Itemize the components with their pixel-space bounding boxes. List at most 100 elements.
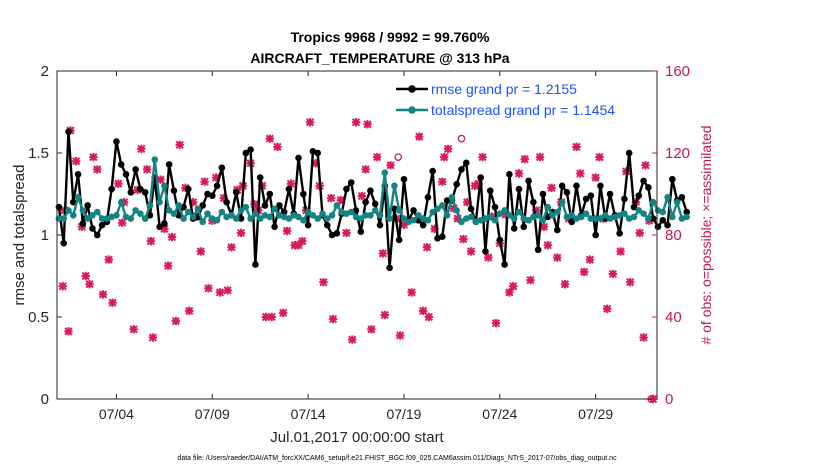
obs-assimilated-marker [265,134,274,143]
obs-assimilated-marker [361,165,370,174]
series-point [137,210,144,217]
obs-assimilated-marker [160,224,169,234]
obs-assimilated-marker [188,198,198,207]
obs-assimilated-marker [89,152,98,162]
series-point [180,215,187,222]
series-point [410,216,417,224]
series-point [410,207,417,214]
series-point [74,193,82,201]
series-point [223,198,230,206]
obs-assimilated-marker [81,271,90,281]
series-point [467,213,475,221]
series-point [357,215,365,222]
obs-assimilated-marker [641,161,650,170]
series-point [228,212,235,219]
obs-assimilated-marker [278,308,288,318]
obs-assimilated-marker [171,316,181,326]
series-point [69,212,77,219]
series-point [93,231,101,239]
series-point [65,207,72,214]
obs-assimilated-marker [98,290,108,299]
x-tick-label: 07/29 [578,406,613,422]
obs-assimilated-marker [378,249,388,258]
series-point [443,197,451,204]
series-point [381,169,389,176]
series-point [530,198,537,206]
obs-assimilated-marker [509,282,518,291]
series-point [673,198,681,206]
obs-assimilated-marker [639,333,648,342]
series-point [554,226,561,234]
obs-assimilated-marker [422,243,432,252]
series-point [247,146,254,154]
series-point [376,212,384,219]
series-point [501,261,508,268]
series-point [645,184,652,191]
series-point [683,208,691,216]
obs-assimilated-marker [227,243,236,252]
series-point [79,207,87,214]
series-point [563,189,571,196]
y-axis-right: 0 40 80 120 160 [665,63,690,408]
obs-assimilated-marker [351,118,361,127]
series-point [165,207,173,214]
series-point [208,192,216,199]
obs-assimilated-marker [407,288,416,297]
series-point [568,218,575,226]
obs-assimilated-marker [294,241,303,250]
series-point [491,216,499,224]
obs-assimilated-marker [185,306,194,316]
obs-assimilated-marker [200,177,209,186]
tick-marks [57,70,657,400]
series-point [510,225,518,232]
series-point [285,215,293,222]
obs-assimilated-marker [142,165,152,174]
obs-assimilated-marker [463,198,472,207]
series-point [621,195,628,203]
series-point [276,202,283,209]
series-point [127,189,135,196]
series-point [185,208,192,216]
series-point [606,190,614,198]
series-point [347,179,355,186]
series-point [132,166,139,173]
obs-assimilated-marker [579,267,589,277]
series-point [443,212,451,219]
series-point [74,171,82,178]
obs-assimilated-marker [137,144,146,154]
y2-tick-label: 80 [665,227,682,244]
obs-possible-marker [394,153,403,162]
obs-assimilated-marker [449,204,459,213]
obs-assimilated-marker [386,161,395,170]
series-point [362,212,369,219]
series-point [386,215,393,222]
series-point [309,212,317,219]
series-point [515,185,523,193]
series-point [592,215,599,222]
obs-assimilated-marker [250,200,259,209]
series-point [424,193,432,201]
y-tick-label: 0 [41,391,49,408]
series-point [419,221,427,229]
series-point [496,210,504,217]
obs-assimilated-marker [424,312,434,322]
series-point [635,192,643,199]
obs-assimilated-marker [58,282,67,291]
y2-tick-label: 40 [665,309,682,326]
series-point [252,210,259,217]
x-tick-label: 07/09 [195,406,230,422]
series-point [453,180,460,188]
series-point [300,216,307,224]
series-point [462,159,470,167]
obs-assimilated-marker [328,314,338,324]
obs-assimilated-marker [543,241,552,250]
series-point [295,213,302,221]
series-point [635,207,643,214]
series-point [659,208,667,216]
series-point [597,182,604,190]
series-point [477,174,484,181]
obs-assimilated-marker [535,152,545,162]
obs-assimilated-marker [395,331,405,340]
series-point [333,230,341,237]
chart-title: Tropics 9968 / 9992 = 99.760% [291,29,490,45]
